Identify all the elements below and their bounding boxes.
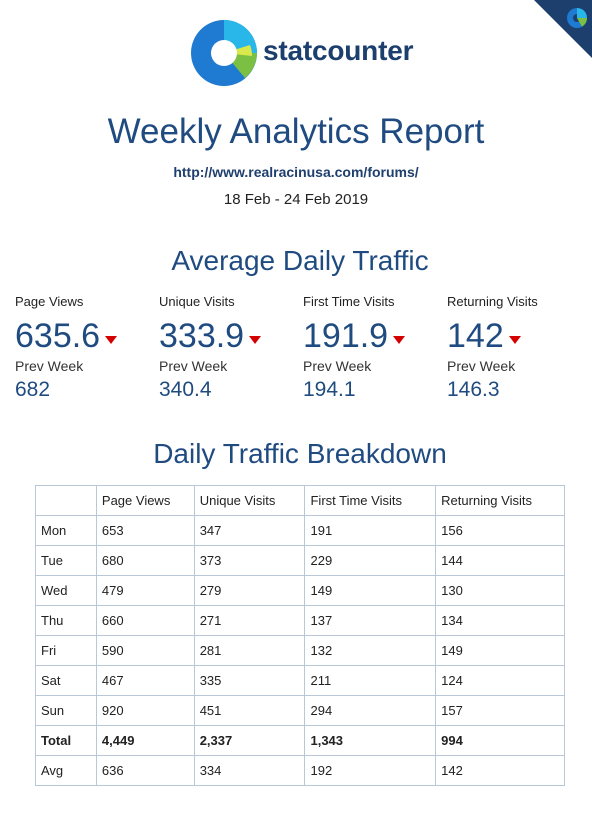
statcounter-logo: statcounter [190, 16, 420, 88]
table-cell: 130 [435, 575, 565, 606]
table-cell: 479 [95, 575, 195, 606]
table-row: Tue 680 373 229 144 [35, 545, 565, 576]
table-header-row: Page Views Unique Visits First Time Visi… [35, 485, 565, 516]
prev-week-label: Prev Week [303, 358, 372, 374]
prev-week-value: 682 [15, 378, 51, 401]
kpi-value: 333.9 [159, 317, 245, 355]
kpi-unique-visits: Unique Visits 333.9 Prev Week 340.4 [159, 294, 299, 402]
table-header-cell: Page Views [95, 485, 195, 516]
kpi-value: 635.6 [15, 317, 101, 355]
table-cell: 144 [435, 545, 565, 576]
table-cell: Avg [35, 755, 97, 786]
table-cell: 4,449 [95, 725, 195, 756]
arrow-down-icon [508, 336, 521, 344]
kpi-label: Unique Visits [159, 294, 235, 309]
prev-week-label: Prev Week [15, 358, 84, 374]
table-cell: 294 [304, 695, 437, 726]
table-cell: 636 [95, 755, 195, 786]
table-row-total: Total 4,449 2,337 1,343 994 [35, 725, 565, 756]
table-cell: Thu [35, 605, 97, 636]
table-cell: 134 [435, 605, 565, 636]
arrow-down-icon [105, 336, 118, 344]
table-cell: 132 [304, 635, 437, 666]
table-cell: 149 [435, 635, 565, 666]
table-header-cell [35, 485, 97, 516]
breakdown-section-title: Daily Traffic Breakdown [153, 438, 447, 469]
table-cell: Sat [35, 665, 97, 696]
kpi-value: 142 [447, 317, 504, 355]
table-header-cell: Returning Visits [435, 485, 565, 516]
table-row: Wed 479 279 149 130 [35, 575, 565, 606]
table-row: Thu 660 271 137 134 [35, 605, 565, 636]
kpi-label: Page Views [15, 294, 84, 309]
table-cell: 157 [435, 695, 565, 726]
table-row: Sun 920 451 294 157 [35, 695, 565, 726]
table-cell: 335 [193, 665, 306, 696]
prev-week-label: Prev Week [159, 358, 228, 374]
table-cell: 229 [304, 545, 437, 576]
kpi-page-views: Page Views 635.6 Prev Week 682 [15, 294, 155, 402]
table-cell: Fri [35, 635, 97, 666]
table-cell: Tue [35, 545, 97, 576]
table-cell: Total [35, 725, 97, 756]
table-cell: 271 [193, 605, 306, 636]
report-title: Weekly Analytics Report [107, 112, 485, 151]
table-cell: Wed [35, 575, 97, 606]
table-header-cell: First Time Visits [304, 485, 437, 516]
statcounter-pie-icon [191, 20, 257, 86]
table-cell: 920 [95, 695, 195, 726]
kpi-value: 191.9 [303, 317, 389, 355]
table-cell: 653 [95, 515, 195, 546]
table-cell: 680 [95, 545, 195, 576]
table-cell: 192 [304, 755, 437, 786]
table-row: Mon 653 347 191 156 [35, 515, 565, 546]
table-cell: 137 [304, 605, 437, 636]
table-header-cell: Unique Visits [193, 485, 306, 516]
table-cell: 279 [193, 575, 306, 606]
table-cell: 149 [304, 575, 437, 606]
table-row: Fri 590 281 132 149 [35, 635, 565, 666]
table-cell: 467 [95, 665, 195, 696]
table-cell: 142 [435, 755, 565, 786]
corner-logo-badge [534, 0, 592, 58]
kpi-label: First Time Visits [303, 294, 395, 309]
table-cell: 451 [193, 695, 306, 726]
kpi-first-time-visits: First Time Visits 191.9 Prev Week 194.1 [303, 294, 443, 402]
table-cell: 156 [435, 515, 565, 546]
table-cell: 334 [193, 755, 306, 786]
table-cell: Mon [35, 515, 97, 546]
table-cell: 994 [435, 725, 565, 756]
prev-week-label: Prev Week [447, 358, 516, 374]
table-cell: 191 [304, 515, 437, 546]
prev-week-value: 194.1 [303, 378, 356, 401]
arrow-down-icon [249, 336, 262, 344]
date-range: 18 Feb - 24 Feb 2019 [223, 191, 369, 208]
table-cell: 347 [193, 515, 306, 546]
table-cell: 660 [95, 605, 195, 636]
daily-traffic-table: Page Views Unique Visits First Time Visi… [35, 485, 565, 786]
prev-week-value: 146.3 [447, 378, 500, 401]
table-cell: 373 [193, 545, 306, 576]
arrow-down-icon [393, 336, 406, 344]
table-row: Sat 467 335 211 124 [35, 665, 565, 696]
site-url[interactable]: http://www.realracinusa.com/forums/ [173, 164, 419, 180]
kpi-label: Returning Visits [447, 294, 538, 309]
table-cell: 1,343 [304, 725, 437, 756]
prev-week-value: 340.4 [159, 378, 212, 401]
table-cell: 590 [95, 635, 195, 666]
logo-wordmark: statcounter [263, 35, 414, 66]
table-cell: 124 [435, 665, 565, 696]
table-cell: Sun [35, 695, 97, 726]
table-cell: 2,337 [193, 725, 306, 756]
kpi-returning-visits: Returning Visits 142 Prev Week 146.3 [447, 294, 587, 402]
table-row-avg: Avg 636 334 192 142 [35, 755, 565, 786]
table-cell: 281 [193, 635, 306, 666]
table-cell: 211 [304, 665, 437, 696]
average-section-title: Average Daily Traffic [171, 245, 429, 276]
